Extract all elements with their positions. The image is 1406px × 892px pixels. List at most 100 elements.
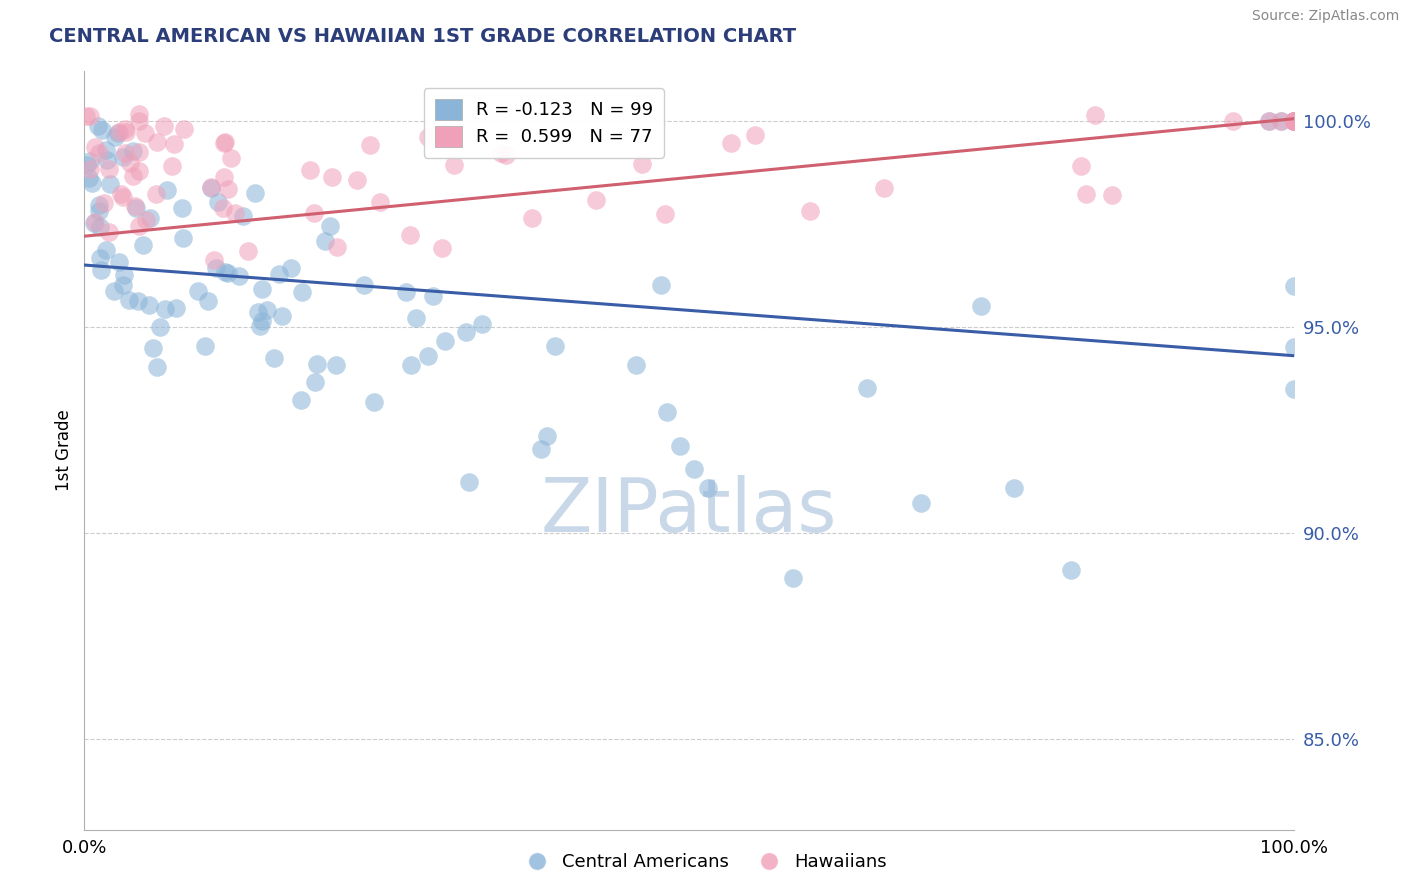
Point xyxy=(669,438,692,452)
Point xyxy=(107,127,129,141)
Point xyxy=(1270,113,1292,128)
Point xyxy=(422,289,444,303)
Point xyxy=(456,325,478,339)
Point xyxy=(399,358,422,372)
Point xyxy=(172,230,194,244)
Point xyxy=(1282,113,1305,128)
Point xyxy=(471,317,494,331)
Point xyxy=(346,172,368,186)
Point xyxy=(148,319,170,334)
Point xyxy=(458,475,481,489)
Point xyxy=(520,211,543,225)
Point xyxy=(585,193,607,207)
Point xyxy=(76,158,98,172)
Point xyxy=(544,338,567,352)
Point xyxy=(155,302,177,317)
Point xyxy=(170,202,193,216)
Point xyxy=(118,293,141,307)
Point xyxy=(212,201,235,215)
Point xyxy=(910,496,932,510)
Point xyxy=(250,314,273,328)
Point xyxy=(1222,113,1244,128)
Point xyxy=(744,128,766,143)
Point xyxy=(87,198,110,212)
Point xyxy=(124,198,146,212)
Point xyxy=(325,358,347,372)
Point xyxy=(314,234,336,248)
Point xyxy=(134,126,156,140)
Point xyxy=(212,136,235,151)
Point xyxy=(142,341,165,355)
Legend: Central Americans, Hawaiians: Central Americans, Hawaiians xyxy=(512,847,894,879)
Point xyxy=(489,145,512,160)
Point xyxy=(302,205,325,219)
Point xyxy=(202,252,225,267)
Point xyxy=(128,219,150,233)
Point xyxy=(87,119,110,133)
Point xyxy=(96,143,118,157)
Point xyxy=(115,125,138,139)
Point xyxy=(108,255,131,269)
Point xyxy=(111,150,134,164)
Point xyxy=(98,225,121,239)
Point xyxy=(219,151,242,165)
Point xyxy=(217,266,239,280)
Point xyxy=(146,135,169,149)
Point xyxy=(782,571,804,585)
Point xyxy=(84,140,107,154)
Point xyxy=(1282,113,1305,128)
Point xyxy=(110,186,132,201)
Point xyxy=(79,154,101,169)
Point xyxy=(162,136,184,151)
Point xyxy=(128,114,150,128)
Point xyxy=(114,145,136,160)
Point xyxy=(112,278,135,293)
Point xyxy=(432,241,454,255)
Point xyxy=(200,180,222,194)
Point xyxy=(1282,113,1305,128)
Point xyxy=(405,311,427,326)
Point xyxy=(127,294,149,309)
Point xyxy=(90,263,112,277)
Point xyxy=(91,123,114,137)
Point xyxy=(79,109,101,123)
Point xyxy=(114,121,136,136)
Point xyxy=(104,130,127,145)
Point xyxy=(228,268,250,283)
Point xyxy=(112,268,135,282)
Point xyxy=(118,156,141,170)
Point xyxy=(89,251,111,265)
Point xyxy=(232,210,254,224)
Point xyxy=(89,145,111,160)
Point xyxy=(657,405,679,419)
Point xyxy=(153,119,176,133)
Point xyxy=(165,301,187,315)
Point xyxy=(98,177,121,191)
Point xyxy=(77,170,100,185)
Point xyxy=(128,164,150,178)
Point xyxy=(197,293,219,308)
Point xyxy=(173,122,195,136)
Point xyxy=(1282,382,1305,396)
Point xyxy=(319,219,342,234)
Y-axis label: 1st Grade: 1st Grade xyxy=(55,409,73,491)
Point xyxy=(194,339,217,353)
Point xyxy=(1282,341,1305,355)
Point xyxy=(363,395,385,409)
Point xyxy=(89,219,111,234)
Point xyxy=(416,130,439,145)
Point xyxy=(1282,113,1305,128)
Point xyxy=(290,392,312,407)
Point xyxy=(145,187,167,202)
Point xyxy=(108,125,131,139)
Point xyxy=(654,207,676,221)
Point xyxy=(1258,113,1281,128)
Point xyxy=(433,334,456,348)
Point xyxy=(269,267,291,281)
Point xyxy=(856,380,879,394)
Point xyxy=(1282,113,1305,128)
Point xyxy=(1101,188,1123,202)
Point xyxy=(93,195,115,210)
Point xyxy=(631,156,654,170)
Point xyxy=(1084,108,1107,122)
